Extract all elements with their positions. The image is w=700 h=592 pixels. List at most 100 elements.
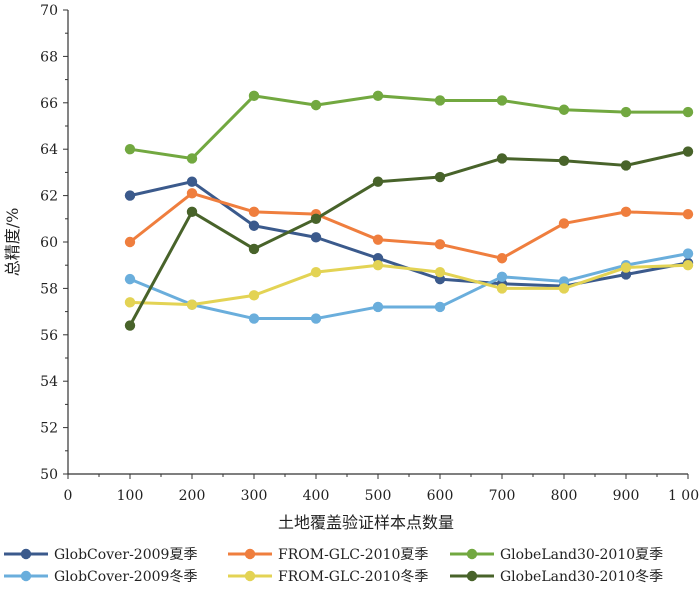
data-point bbox=[682, 248, 694, 259]
series-3 bbox=[124, 188, 694, 264]
legend-item: GlobCover-2009冬季 bbox=[4, 569, 197, 585]
y-axis-title: 总精度/% bbox=[3, 208, 22, 277]
data-point bbox=[248, 290, 260, 301]
data-point bbox=[310, 313, 322, 324]
data-point bbox=[496, 253, 508, 264]
series-line bbox=[129, 94, 688, 160]
x-axis-title: 土地覆盖验证样本点数量 bbox=[278, 513, 454, 532]
data-point bbox=[558, 104, 570, 115]
y-tick-label: 64 bbox=[40, 142, 58, 158]
data-point bbox=[620, 262, 632, 273]
data-point bbox=[124, 236, 136, 248]
data-point bbox=[248, 243, 260, 255]
data-point bbox=[682, 106, 694, 118]
x-tick-label: 200 bbox=[179, 488, 206, 504]
data-point bbox=[496, 153, 508, 164]
legend-marker bbox=[466, 548, 478, 560]
data-point bbox=[124, 190, 136, 201]
data-point bbox=[620, 160, 632, 171]
y-tick-label: 54 bbox=[40, 374, 58, 390]
data-point bbox=[558, 218, 570, 229]
y-tick-label: 62 bbox=[40, 189, 58, 205]
data-point bbox=[496, 283, 508, 294]
legend-marker bbox=[20, 548, 32, 560]
x-tick-label: 400 bbox=[303, 488, 330, 504]
series-4 bbox=[124, 260, 694, 310]
legend-marker bbox=[244, 548, 256, 560]
series-6 bbox=[124, 146, 694, 331]
series-2 bbox=[124, 248, 694, 324]
legend-item: GlobeLand30-2010冬季 bbox=[450, 569, 663, 585]
data-point bbox=[682, 208, 694, 220]
legend-item: FROM-GLC-2010夏季 bbox=[228, 547, 428, 563]
legend-label: GlobeLand30-2010冬季 bbox=[500, 569, 663, 585]
x-tick-label: 0 bbox=[64, 488, 73, 504]
data-point bbox=[248, 206, 260, 218]
data-point bbox=[124, 320, 136, 331]
data-point bbox=[186, 206, 198, 218]
data-point bbox=[372, 90, 384, 102]
y-tick-label: 70 bbox=[40, 3, 58, 19]
data-point bbox=[124, 297, 136, 308]
data-point bbox=[124, 144, 136, 155]
data-point bbox=[434, 239, 446, 250]
x-tick-label: 500 bbox=[365, 488, 392, 504]
x-tick-label: 100 bbox=[117, 488, 144, 504]
data-point bbox=[186, 153, 198, 164]
legend-label: GlobCover-2009夏季 bbox=[54, 547, 197, 563]
x-tick-label: 600 bbox=[427, 488, 454, 504]
data-point bbox=[434, 95, 446, 106]
legend-label: FROM-GLC-2010冬季 bbox=[278, 569, 428, 585]
series-line bbox=[129, 252, 689, 321]
data-point bbox=[248, 90, 260, 102]
data-point bbox=[248, 220, 260, 231]
x-tick-label: 1 000 bbox=[668, 488, 700, 504]
y-tick-label: 56 bbox=[40, 328, 58, 344]
series-line bbox=[128, 150, 689, 327]
y-tick-label: 68 bbox=[40, 49, 58, 65]
x-tick-label: 300 bbox=[241, 488, 268, 504]
data-point bbox=[372, 260, 384, 271]
legend-label: GlobCover-2009冬季 bbox=[54, 569, 197, 585]
legend-marker bbox=[466, 570, 478, 582]
legend-marker bbox=[244, 570, 256, 582]
y-tick-label: 52 bbox=[40, 421, 58, 437]
y-tick-label: 66 bbox=[40, 96, 58, 112]
legend: GlobCover-2009夏季 GlobCover-2009冬季 FROM-GLC… bbox=[4, 547, 663, 585]
data-point bbox=[310, 266, 322, 278]
data-point bbox=[620, 106, 632, 118]
data-point bbox=[496, 95, 508, 106]
data-point bbox=[372, 176, 384, 187]
data-point bbox=[310, 99, 322, 111]
data-point bbox=[434, 171, 446, 183]
data-point bbox=[310, 232, 322, 243]
legend-item: GlobeLand30-2010夏季 bbox=[450, 547, 663, 563]
x-tick-label: 700 bbox=[489, 488, 516, 504]
legend-label: FROM-GLC-2010夏季 bbox=[278, 547, 428, 563]
data-point bbox=[310, 213, 322, 224]
data-point bbox=[186, 299, 198, 310]
series-5 bbox=[124, 90, 694, 164]
data-point bbox=[558, 283, 570, 294]
data-point bbox=[558, 155, 570, 166]
data-point bbox=[248, 313, 260, 324]
data-point bbox=[186, 188, 198, 199]
y-tick-label: 58 bbox=[40, 281, 58, 297]
data-point bbox=[186, 176, 198, 187]
legend-item: FROM-GLC-2010冬季 bbox=[228, 569, 428, 585]
series-line bbox=[129, 263, 689, 307]
data-point bbox=[434, 301, 446, 313]
legend-marker bbox=[20, 570, 32, 582]
y-tick-label: 50 bbox=[40, 467, 58, 483]
data-point bbox=[434, 266, 446, 278]
data-point bbox=[496, 271, 508, 282]
series-layer bbox=[124, 90, 694, 331]
data-point bbox=[124, 273, 136, 285]
legend-item: GlobCover-2009夏季 bbox=[4, 547, 197, 563]
data-point bbox=[620, 206, 632, 218]
data-point bbox=[372, 234, 384, 245]
x-tick-label: 900 bbox=[613, 488, 640, 504]
